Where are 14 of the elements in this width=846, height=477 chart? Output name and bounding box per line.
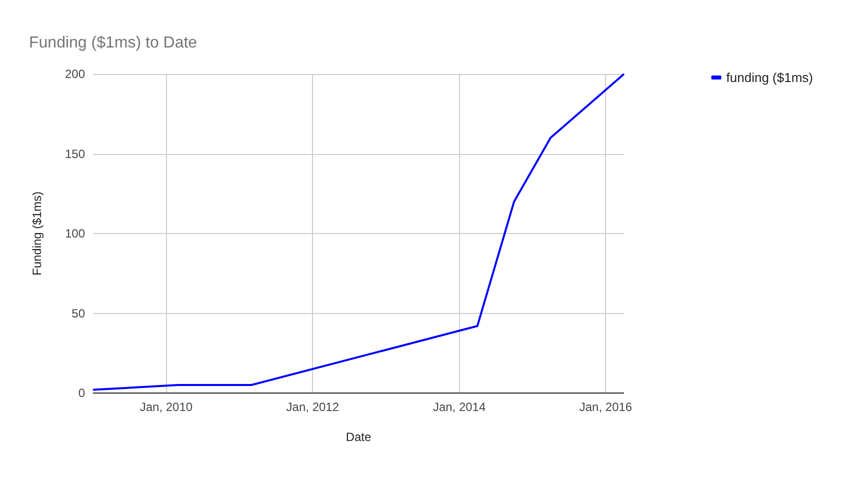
x-tick-label: Jan, 2012 [286,400,340,414]
y-axis-title: Funding ($1ms) [30,191,44,276]
legend-label: funding ($1ms) [726,70,814,85]
chart-title: Funding ($1ms) to Date [29,34,198,52]
x-tick-label: Jan, 2016 [579,400,632,414]
x-tick-label: Jan, 2010 [140,400,193,414]
y-tick-label: 200 [64,67,86,81]
y-tick-label: 100 [64,226,86,240]
x-axis-title: Date [346,430,372,444]
y-tick-label: 0 [78,386,86,400]
x-tick-label: Jan, 2014 [432,400,486,414]
y-tick-label: 150 [64,146,86,161]
line-series [92,73,625,391]
y-tick-label: 50 [72,306,86,320]
